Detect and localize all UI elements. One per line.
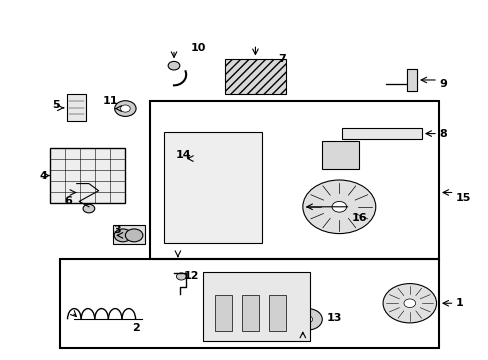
Text: 13: 13: [326, 312, 342, 323]
Circle shape: [331, 202, 346, 212]
Bar: [203, 272, 309, 342]
Text: 8: 8: [438, 129, 446, 139]
Circle shape: [403, 299, 415, 307]
Circle shape: [302, 316, 312, 323]
Text: 15: 15: [455, 193, 470, 203]
Text: 1: 1: [455, 298, 463, 308]
Circle shape: [168, 62, 180, 70]
Bar: [242, 295, 259, 331]
Circle shape: [125, 229, 142, 242]
Circle shape: [176, 273, 186, 280]
Text: 16: 16: [351, 212, 366, 222]
Text: 4: 4: [40, 171, 47, 181]
Circle shape: [115, 101, 136, 116]
Bar: [322, 141, 358, 169]
Bar: [164, 132, 261, 243]
Bar: [215, 295, 232, 331]
Bar: [67, 94, 86, 121]
Text: 7: 7: [278, 54, 285, 64]
Text: 10: 10: [191, 43, 206, 53]
Bar: [113, 225, 144, 244]
Circle shape: [181, 152, 201, 166]
Circle shape: [382, 284, 436, 323]
Text: 5: 5: [52, 100, 60, 110]
Circle shape: [83, 204, 95, 213]
Bar: [341, 128, 421, 139]
Circle shape: [187, 156, 195, 161]
Text: 6: 6: [64, 197, 72, 206]
Text: 2: 2: [132, 323, 140, 333]
Circle shape: [120, 105, 130, 112]
Text: 14: 14: [175, 150, 191, 160]
Bar: [224, 59, 285, 94]
Circle shape: [114, 229, 131, 242]
Text: 11: 11: [102, 96, 118, 107]
Bar: [268, 295, 285, 331]
Text: 9: 9: [438, 78, 446, 89]
Text: 12: 12: [183, 271, 199, 282]
Circle shape: [302, 180, 375, 234]
Bar: [50, 148, 125, 203]
Text: 3: 3: [113, 225, 120, 235]
Circle shape: [292, 309, 322, 330]
Polygon shape: [385, 69, 416, 91]
